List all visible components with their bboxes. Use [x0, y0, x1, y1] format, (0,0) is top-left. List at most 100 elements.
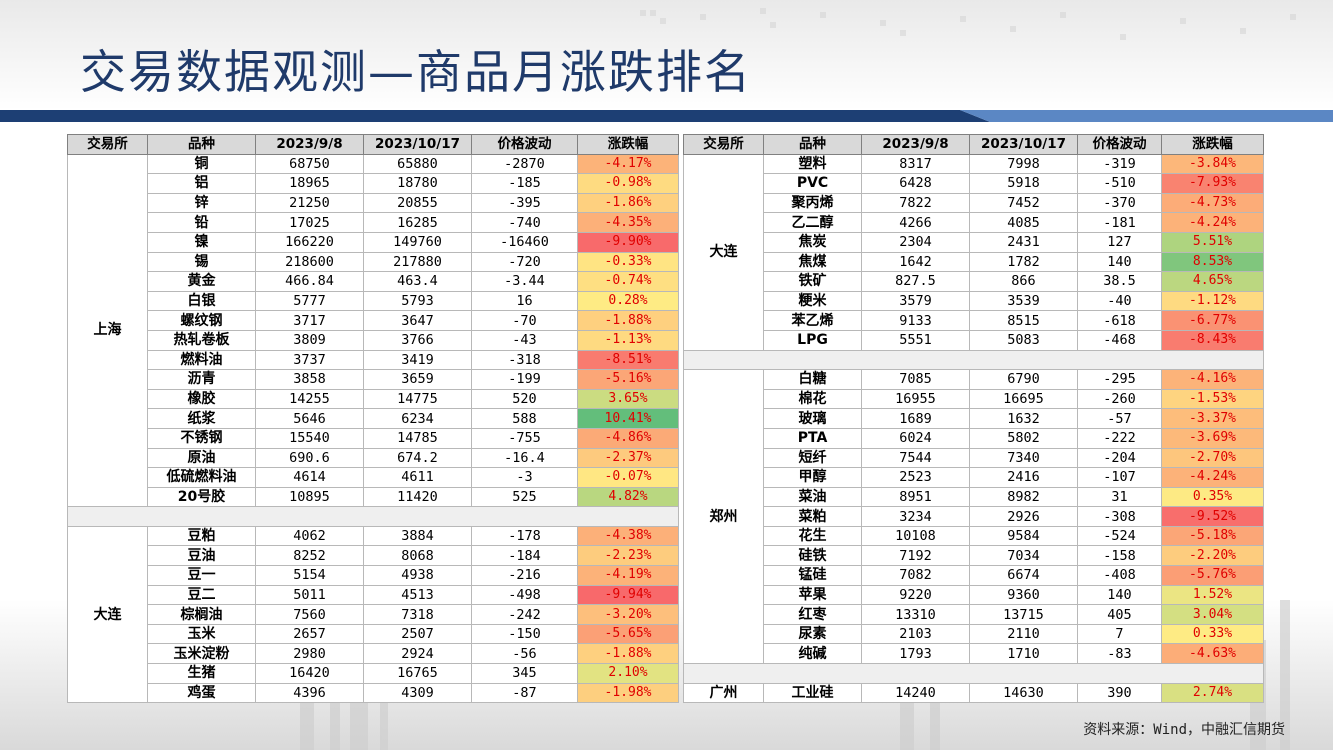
table-row: 上海铜 68750 65880 -2870 -4.17% — [67, 153, 679, 508]
price-date-2-cell: 7318 — [363, 604, 472, 625]
table-row: 热轧卷板 3809 3766 -43 -1.13% — [68, 329, 679, 351]
price-change-cell: -524 — [1077, 525, 1162, 547]
table-row: 大连 塑料 8317 7998 -319 -3.84% — [683, 153, 1264, 351]
price-date-1-cell: 4062 — [255, 525, 364, 547]
variety-cell: 聚丙烯 — [763, 192, 862, 214]
price-date-2-cell: 16695 — [969, 388, 1078, 410]
price-date-1-cell: 2103 — [861, 623, 970, 645]
price-date-1-cell: 2980 — [255, 643, 364, 665]
price-date-1-cell: 6428 — [861, 173, 970, 194]
variety-cell: 焦煤 — [763, 251, 862, 273]
price-change-cell: 7 — [1077, 623, 1162, 645]
variety-cell: 短纤 — [763, 447, 862, 469]
price-change-cell: -3.44 — [471, 271, 578, 292]
pct-change-cell: 2.10% — [577, 663, 679, 684]
header-pct-change: 涨跌幅 — [1161, 134, 1264, 155]
price-change-cell: -185 — [471, 173, 578, 194]
price-date-2-cell: 3539 — [969, 290, 1078, 312]
price-date-1-cell: 9133 — [861, 310, 970, 331]
table-row: 黄金 466.84 463.4 -3.44 -0.74% — [68, 271, 679, 292]
table-row: PTA 6024 5802 -222 -3.69% — [684, 427, 1264, 449]
pct-change-cell: -3.84% — [1161, 153, 1264, 175]
price-date-1-cell: 10108 — [861, 525, 970, 547]
price-change-cell: 140 — [1077, 584, 1162, 606]
table-row: 铅 17025 16285 -740 -4.35% — [68, 212, 679, 233]
table-row: 玉米淀粉 2980 2924 -56 -1.88% — [68, 643, 679, 665]
price-date-1-cell: 5777 — [255, 290, 364, 312]
price-date-2-cell: 3659 — [363, 369, 472, 390]
price-date-2-cell: 5802 — [969, 427, 1078, 449]
group-separator-row — [683, 663, 1264, 684]
pct-change-cell: -1.12% — [1161, 290, 1264, 312]
variety-cell: 豆一 — [147, 565, 256, 586]
price-change-cell: -755 — [471, 427, 578, 449]
table-row: 豆油 8252 8068 -184 -2.23% — [68, 545, 679, 567]
price-date-2-cell: 18780 — [363, 173, 472, 194]
pct-change-cell: -9.94% — [577, 584, 679, 606]
price-date-2-cell: 2507 — [363, 623, 472, 645]
price-date-2-cell: 9584 — [969, 525, 1078, 547]
price-change-cell: -308 — [1077, 506, 1162, 527]
table-row: 纸浆 5646 6234 588 10.41% — [68, 408, 679, 429]
price-date-1-cell: 2523 — [861, 467, 970, 488]
price-change-cell: -70 — [471, 310, 578, 331]
price-date-1-cell: 1689 — [861, 408, 970, 429]
exchange-cell: 上海 — [67, 153, 148, 508]
page-title: 交易数据观测—商品月涨跌排名 — [80, 45, 752, 99]
price-date-1-cell: 7560 — [255, 604, 364, 625]
price-date-2-cell: 5793 — [363, 290, 472, 312]
variety-cell: 铝 — [147, 173, 256, 194]
pct-change-cell: -5.65% — [577, 623, 679, 645]
pct-change-cell: -6.77% — [1161, 310, 1264, 331]
price-change-cell: -260 — [1077, 388, 1162, 410]
header-price-change: 价格波动 — [1077, 134, 1162, 155]
variety-cell: 黄金 — [147, 271, 256, 292]
price-change-cell: -158 — [1077, 545, 1162, 567]
table-row: 豆一 5154 4938 -216 -4.19% — [68, 565, 679, 586]
price-date-2-cell: 7452 — [969, 192, 1078, 214]
pct-change-cell: 3.65% — [577, 388, 679, 410]
price-change-cell: -107 — [1077, 467, 1162, 488]
variety-cell: 玻璃 — [763, 408, 862, 429]
variety-cell: 沥青 — [147, 369, 256, 390]
table-row: PVC 6428 5918 -510 -7.93% — [684, 173, 1264, 194]
price-date-1-cell: 16420 — [255, 663, 364, 684]
pct-change-cell: -8.43% — [1161, 329, 1264, 351]
price-date-2-cell: 8982 — [969, 486, 1078, 508]
pct-change-cell: -5.18% — [1161, 525, 1264, 547]
price-change-cell: -408 — [1077, 565, 1162, 586]
pct-change-cell: -4.16% — [1161, 369, 1264, 390]
pct-change-cell: -9.90% — [577, 231, 679, 253]
price-date-2-cell: 3647 — [363, 310, 472, 331]
price-change-cell: -87 — [471, 682, 578, 704]
price-change-cell: -199 — [471, 369, 578, 390]
price-date-2-cell: 7998 — [969, 153, 1078, 175]
price-date-2-cell: 4611 — [363, 467, 472, 488]
price-date-2-cell: 4938 — [363, 565, 472, 586]
price-date-1-cell: 166220 — [255, 231, 364, 253]
price-change-cell: -242 — [471, 604, 578, 625]
variety-cell: 纸浆 — [147, 408, 256, 429]
variety-cell: LPG — [763, 329, 862, 351]
table-row: 鸡蛋 4396 4309 -87 -1.98% — [68, 682, 679, 704]
pct-change-cell: 8.53% — [1161, 251, 1264, 273]
pct-change-cell: -3.20% — [577, 604, 679, 625]
price-date-2-cell: 5918 — [969, 173, 1078, 194]
pct-change-cell: 3.04% — [1161, 604, 1264, 625]
price-date-2-cell: 6234 — [363, 408, 472, 429]
price-date-1-cell: 2304 — [861, 231, 970, 253]
price-date-2-cell: 8068 — [363, 545, 472, 567]
price-change-cell: 390 — [1077, 682, 1162, 704]
variety-cell: 白糖 — [763, 369, 862, 390]
group-separator-row — [67, 506, 679, 527]
pct-change-cell: -3.37% — [1161, 408, 1264, 429]
exchange-cell: 大连 — [67, 525, 148, 704]
price-change-cell: 525 — [471, 486, 578, 508]
price-date-2-cell: 14775 — [363, 388, 472, 410]
table-row: 燃料油 3737 3419 -318 -8.51% — [68, 349, 679, 371]
price-date-2-cell: 14630 — [969, 682, 1078, 704]
header-date-2: 2023/10/17 — [969, 134, 1078, 155]
table-row: 锌 21250 20855 -395 -1.86% — [68, 192, 679, 214]
price-date-1-cell: 7085 — [861, 369, 970, 390]
price-date-2-cell: 4085 — [969, 212, 1078, 233]
